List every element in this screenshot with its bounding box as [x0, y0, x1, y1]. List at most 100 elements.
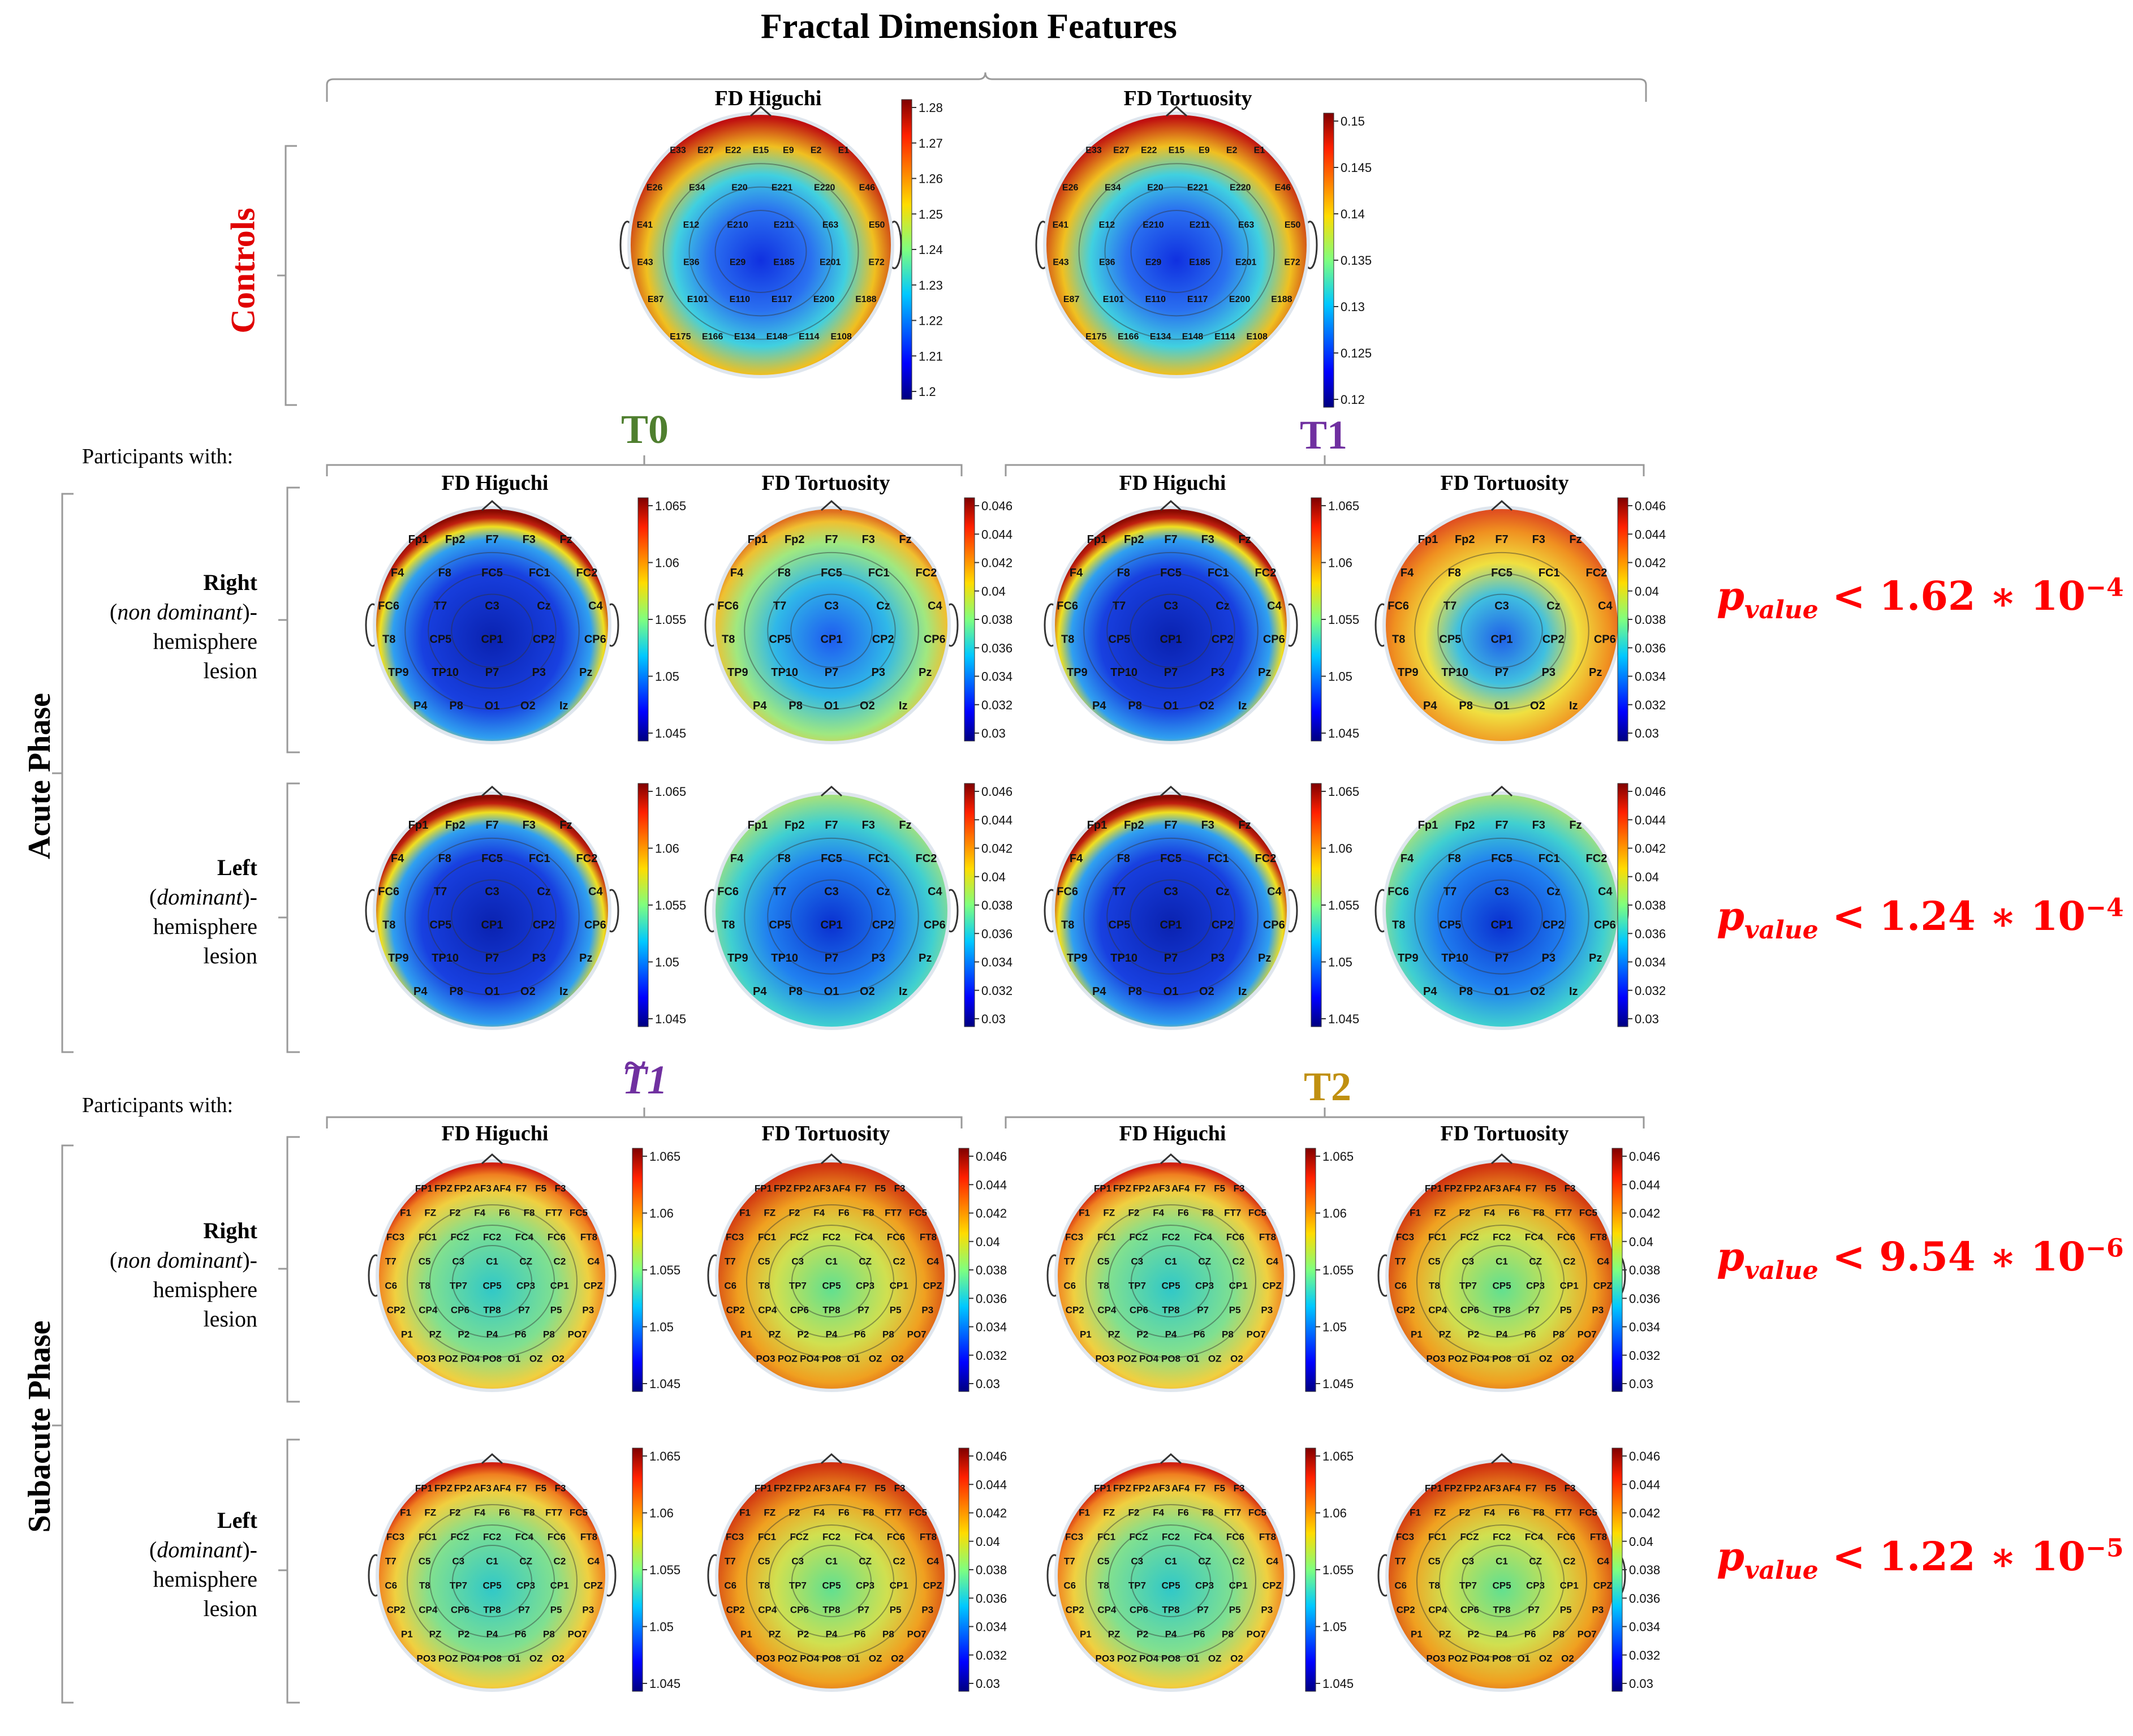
electrode-label: P8 [788, 700, 802, 712]
electrode-label: Fz [1569, 533, 1582, 546]
electrode-label: CP6 [1594, 633, 1616, 645]
electrode-label: POZ [1117, 1653, 1137, 1664]
electrode-label: F7 [485, 819, 498, 832]
electrode-label: FC3 [1065, 1532, 1083, 1543]
acute-map-r1-c1: Fp1 Fp2 F7 F3 Fz F4 F8 FC5 FC1 FC2 FC6 T7 C3 Cz C4 T8 CP… [704, 785, 959, 1030]
electrode-label: OZ [1539, 1354, 1553, 1364]
electrode-label: F7 [1495, 533, 1508, 546]
electrode-label: E185 [1189, 257, 1210, 267]
colorbar-tick-label: 0.036 [1629, 1591, 1660, 1605]
controls-tortuosity-colorbar: 0.15 0.145 0.14 0.135 0.13 0.125 0.12 [1323, 113, 1372, 408]
electrode-label: F6 [1509, 1507, 1520, 1518]
electrode-label: P1 [1411, 1329, 1423, 1340]
electrode-label: F5 [1214, 1483, 1225, 1494]
electrode-label: C6 [724, 1281, 736, 1291]
electrode-label: Pz [1589, 952, 1602, 964]
electrode-label: C3 [791, 1556, 804, 1567]
contour-line [769, 1524, 894, 1638]
pvalue-subacute-left: pvalue < 1.22 ∗ 10−5 [1717, 1533, 2124, 1585]
electrode-label: PZ [769, 1629, 781, 1640]
electrode-label: CP2 [726, 1605, 745, 1616]
colorbar-tick-label: 0.038 [1629, 1563, 1660, 1577]
colorbar-gradient [1617, 497, 1628, 742]
electrode-label: OZ [869, 1653, 882, 1664]
p-sub: value [1744, 596, 1819, 624]
electrode-label: CZ [1529, 1256, 1542, 1267]
row-open: ( [109, 599, 118, 624]
electrode-label: C3 [1462, 1256, 1474, 1267]
electrode-label: E114 [799, 332, 820, 342]
electrode-label: AF4 [493, 1183, 511, 1194]
electrode-label: P7 [1495, 666, 1509, 679]
scalp-map [1046, 115, 1307, 375]
colorbar-tick-label: 0.044 [981, 527, 1012, 541]
electrode-label: CPZ [923, 1580, 942, 1591]
electrode-label: Fz [1238, 819, 1251, 832]
electrode-label: FC5 [1248, 1507, 1266, 1518]
electrode-label: FP2 [794, 1483, 811, 1494]
contour-line [746, 1204, 917, 1358]
electrode-label: OZ [1539, 1653, 1553, 1664]
electrode-label: TP9 [388, 952, 409, 964]
electrode-label: POZ [1448, 1653, 1468, 1664]
electrode-label: C3 [1164, 886, 1178, 898]
colorbar-tick-label: 0.034 [1629, 1620, 1660, 1634]
electrode-label: PO8 [1492, 1354, 1511, 1364]
contour-line [1108, 1225, 1234, 1338]
electrode-label: FC1 [419, 1232, 437, 1243]
electrode-label: CP3 [1195, 1281, 1214, 1291]
electrode-label: F2 [1128, 1507, 1140, 1518]
electrode-label: T8 [1061, 919, 1074, 931]
colorbar-tick-label: 0.032 [976, 1648, 1007, 1662]
electrode-label: CZ [519, 1256, 532, 1267]
electrode-label: O2 [860, 700, 875, 712]
electrode-label: E117 [1187, 295, 1208, 304]
electrode-label: E36 [1099, 257, 1115, 267]
electrode-label: P2 [458, 1629, 469, 1640]
electrode-label: CZ [859, 1556, 872, 1567]
contour-line [1416, 1204, 1587, 1358]
electrode-label: C4 [1266, 1256, 1278, 1267]
electrode-label: CP1 [1560, 1281, 1579, 1291]
row-open: ( [109, 1247, 118, 1273]
electrode-label: PO3 [417, 1354, 436, 1364]
electrode-label: CP1 [1491, 919, 1513, 931]
controls-higuchi-colorbar: 1.28 1.27 1.26 1.25 1.24 1.23 1.22 1.21 1.2 [901, 99, 943, 400]
electrode-label: C4 [927, 1256, 939, 1267]
electrode-label: CP3 [856, 1281, 874, 1291]
electrode-label: Fz [899, 533, 911, 546]
electrode-label: TP7 [1459, 1281, 1477, 1291]
electrode-label: TP7 [450, 1281, 467, 1291]
colorbar-gradient [964, 497, 975, 742]
electrode-label: C5 [1428, 1256, 1441, 1267]
electrode-label: E221 [772, 183, 792, 192]
row-dominance: dominant [157, 884, 243, 910]
electrode-label: TP10 [771, 952, 798, 964]
electrode-label: E72 [868, 257, 885, 267]
electrode-label: P8 [1128, 985, 1141, 998]
electrode-label: F4 [1153, 1208, 1164, 1218]
electrode-label: CPZ [1593, 1281, 1613, 1291]
contour-line [1462, 1545, 1542, 1617]
electrode-label: C3 [485, 886, 499, 898]
electrode-label: P4 [1496, 1629, 1508, 1640]
p-var: p [1717, 1233, 1744, 1280]
electrode-label: C2 [1563, 1556, 1576, 1567]
electrode-label: P4 [413, 985, 428, 998]
electrode-label: FC2 [483, 1532, 501, 1543]
subacute-colorbar-r0-c0: 1.065 1.06 1.055 1.05 1.045 [632, 1148, 680, 1392]
electrode-label: C5 [419, 1256, 431, 1267]
electrode-label: C3 [1494, 600, 1509, 613]
electrode-label: CPZ [584, 1281, 603, 1291]
colorbar-tick-label: 1.25 [919, 207, 943, 221]
electrode-label: FC4 [855, 1532, 873, 1543]
row-side: Right [203, 570, 257, 595]
colorbar-tick-label: 1.045 [649, 1377, 680, 1391]
electrode-label: F5 [1545, 1183, 1556, 1194]
electrode-label: PO3 [1427, 1653, 1446, 1664]
electrode-label: FC1 [419, 1532, 437, 1543]
electrode-label: OZ [529, 1354, 543, 1364]
nose [821, 1453, 842, 1464]
electrode-label: T7 [1113, 886, 1126, 898]
electrode-label: FPZ [774, 1483, 792, 1494]
